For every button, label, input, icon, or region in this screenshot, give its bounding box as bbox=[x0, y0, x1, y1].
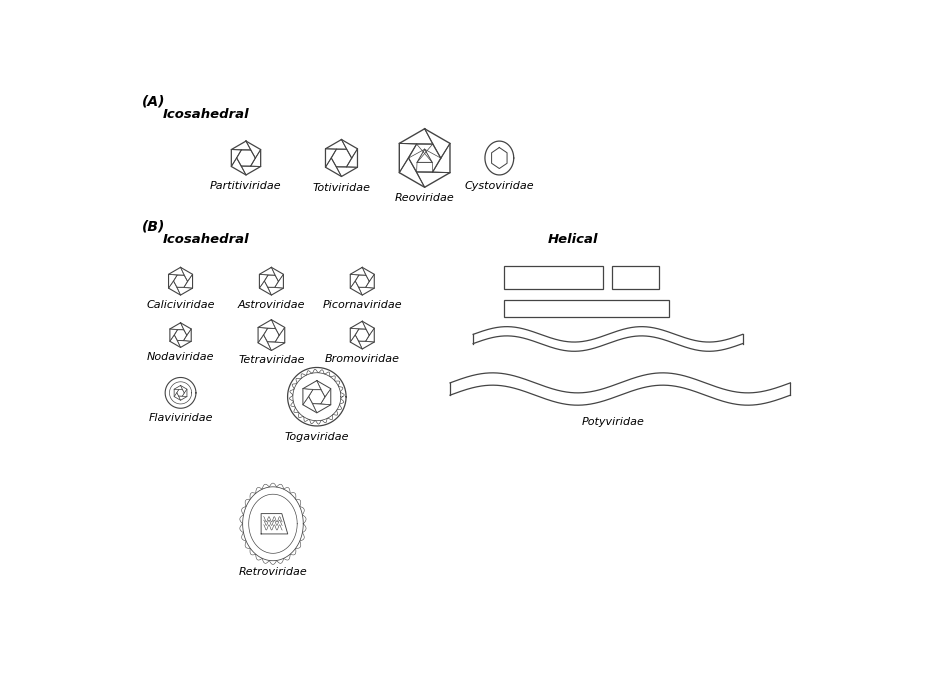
Text: Tetraviridae: Tetraviridae bbox=[238, 355, 304, 365]
Text: Icosahedral: Icosahedral bbox=[162, 233, 249, 246]
Text: Icosahedral: Icosahedral bbox=[162, 108, 249, 121]
Text: Partitiviridae: Partitiviridae bbox=[210, 181, 281, 191]
Text: Astroviridae: Astroviridae bbox=[237, 300, 305, 310]
Text: Caliciviridae: Caliciviridae bbox=[146, 300, 214, 310]
Text: Potyviridae: Potyviridae bbox=[582, 417, 644, 427]
Text: Nodaviridae: Nodaviridae bbox=[146, 352, 214, 362]
Text: Retroviridae: Retroviridae bbox=[238, 567, 307, 577]
Text: (A): (A) bbox=[142, 95, 165, 109]
Bar bbox=[611, 266, 659, 289]
Text: Helical: Helical bbox=[548, 233, 598, 246]
Text: Bromoviridae: Bromoviridae bbox=[325, 354, 399, 363]
Text: Reoviridae: Reoviridae bbox=[395, 193, 454, 204]
Text: Togaviridae: Togaviridae bbox=[284, 432, 348, 442]
Text: Flaviviridae: Flaviviridae bbox=[148, 413, 212, 423]
Bar bbox=[503, 300, 668, 316]
Text: Cystoviridae: Cystoviridae bbox=[464, 181, 533, 191]
Text: Totiviridae: Totiviridae bbox=[312, 182, 370, 193]
Text: Picornaviridae: Picornaviridae bbox=[322, 300, 401, 310]
Text: (B): (B) bbox=[142, 219, 165, 234]
Bar bbox=[503, 266, 602, 289]
